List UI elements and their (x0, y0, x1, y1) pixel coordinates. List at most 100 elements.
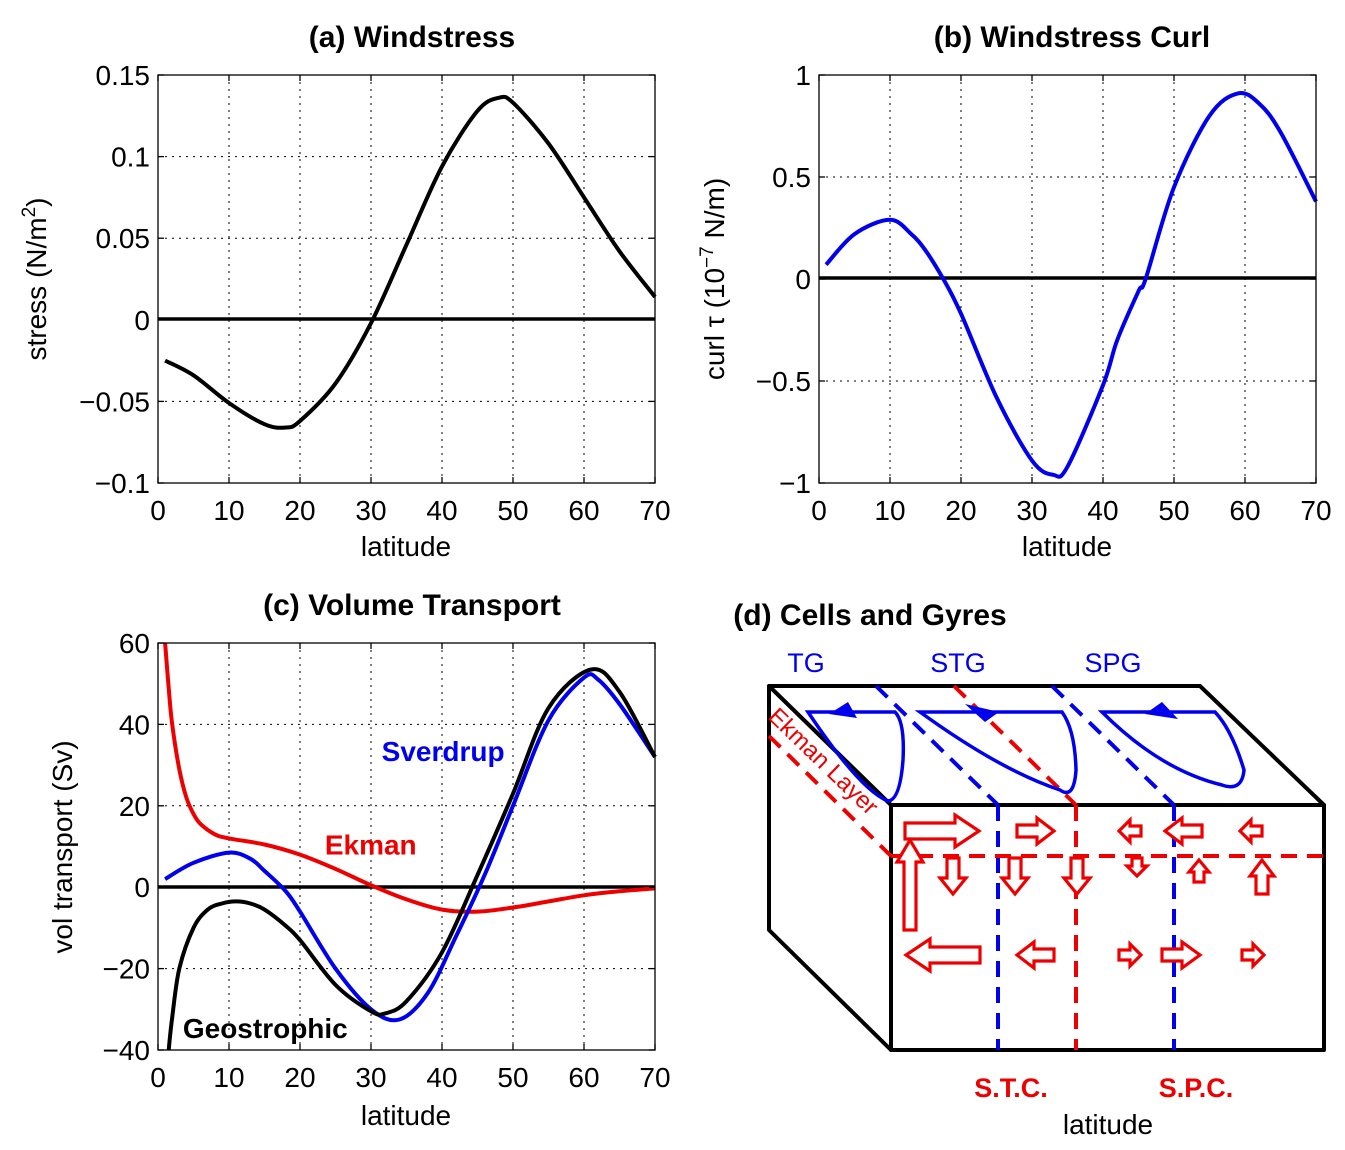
panel-c-volume-transport: (c) Volume Transport 0 10 20 30 40 50 60 70 −40… (47, 589, 671, 1131)
panel-a-y-tick-label: 0.1 (111, 142, 150, 173)
panel-c-x-tick-label: 60 (568, 1062, 599, 1093)
panel-b-series (824, 90, 1318, 479)
panel-c-y-label: vol transport (Sv) (47, 740, 78, 953)
arrow-right (1160, 938, 1203, 972)
gyre-arrowhead (1145, 702, 1178, 719)
gyre-label-tg: TG (787, 648, 825, 678)
panel-c-series-ekman (163, 642, 656, 914)
panel-a-x-tick-label: 40 (426, 495, 457, 526)
gyre-loop-spg (1097, 710, 1246, 789)
panel-c-annotation-geostrophic: Geostrophic (183, 1013, 348, 1044)
panel-b-y-label-main: curl τ (10 (699, 268, 730, 380)
panel-a-windstress: (a) Windstress 0 10 20 30 40 50 60 70 −0.1−0.05… (19, 21, 671, 562)
arrow-down (1123, 856, 1151, 879)
panel-a-series (164, 94, 657, 430)
panel-c-series (163, 642, 657, 1051)
gyre-loop-tg (804, 710, 906, 803)
gyre-boundary-line (1050, 684, 1176, 807)
panel-c-frame (157, 642, 656, 1051)
panel-a-x-tick-label: 60 (568, 495, 599, 526)
ocean-box (767, 684, 1326, 1052)
gyre-label-stg: STG (930, 648, 986, 678)
panel-c-annotation-ekman: Ekman (325, 830, 417, 861)
arrow-left (1162, 814, 1204, 848)
panel-b-x-tick-label: 60 (1229, 495, 1260, 526)
panel-c-y-tick-label: −20 (103, 954, 151, 985)
cell-arrows (894, 812, 1278, 974)
panel-b-y-tick-label: 0.5 (772, 162, 811, 193)
arrow-up (1185, 857, 1213, 884)
panel-c-x-tick-label: 0 (150, 1062, 166, 1093)
panel-a-frame (157, 74, 656, 484)
panel-c-x-tick-label: 40 (426, 1062, 457, 1093)
panel-b-y-label-end: N/m) (699, 178, 730, 246)
panel-a-y-tick-label: −0.05 (79, 386, 150, 417)
ekman-layer-label: Ekman Layer (763, 703, 883, 821)
panel-c-x-label: latitude (361, 1100, 451, 1131)
panel-a-x-tick-label: 10 (213, 495, 244, 526)
panel-b-y-tick-label: −0.5 (756, 366, 811, 397)
arrow-up (894, 836, 926, 932)
panel-c-y-tick-label: 0 (134, 872, 150, 903)
panel-b-x-ticks: 0 10 20 30 40 50 60 70 (811, 75, 1332, 526)
arrow-right (1240, 940, 1267, 970)
panel-a-y-label-sup: 2 (19, 207, 40, 218)
gyre-arrowheads (829, 702, 1178, 722)
panel-c-series-sverdrup (164, 672, 657, 1023)
panel-a-x-tick-label: 30 (355, 495, 386, 526)
panel-b-x-tick-label: 20 (945, 495, 976, 526)
panel-a-grid (158, 75, 655, 483)
panel-d-cells-and-gyres: (d) Cells and Gyres TG STG SPG (733, 599, 1326, 1140)
panel-a-y-tick-label: 0.05 (96, 223, 151, 254)
panel-b-x-tick-label: 40 (1087, 495, 1118, 526)
arrow-down (998, 856, 1032, 897)
box-front-face (889, 803, 1326, 1052)
gyre-boundary-line (874, 684, 1000, 807)
panel-b-x-tick-label: 0 (811, 495, 827, 526)
panel-c-y-tick-label: −40 (103, 1035, 151, 1066)
arrow-down (1060, 856, 1094, 897)
panel-b-series-line (824, 90, 1318, 479)
arrow-up (1246, 857, 1278, 896)
panel-c-x-tick-label: 20 (284, 1062, 315, 1093)
panel-b-y-tick-label: 0 (795, 264, 811, 295)
panel-b-x-label: latitude (1022, 531, 1112, 562)
panel-c-title: (c) Volume Transport (263, 589, 561, 622)
panel-b-y-tick-label: 1 (795, 60, 811, 91)
panel-a-x-tick-label: 70 (639, 495, 670, 526)
panel-a-y-tick-label: −0.1 (95, 468, 150, 499)
panel-c-x-tick-label: 10 (213, 1062, 244, 1093)
panel-b-title: (b) Windstress Curl (934, 21, 1210, 54)
panel-c-y-tick-label: 60 (119, 628, 150, 659)
panel-b-x-tick-label: 30 (1016, 495, 1047, 526)
ekman-layer-side-line (767, 734, 893, 858)
arrow-right (903, 812, 982, 850)
panel-b-y-label-sup: −7 (697, 246, 718, 268)
panel-d-x-label: latitude (1063, 1109, 1153, 1140)
panel-b-x-tick-label: 70 (1300, 495, 1331, 526)
panel-b-windstress-curl: (b) Windstress Curl 0 10 20 30 40 50 60 70 −1−0… (697, 21, 1332, 562)
panel-a-y-tick-label: 0 (134, 305, 150, 336)
panel-c-annotation-sverdrup: Sverdrup (382, 736, 505, 767)
gyre-boundaries (874, 684, 1176, 1050)
gyre-loop-stg (914, 710, 1078, 795)
arrow-right (1015, 814, 1057, 848)
panel-d-title: (d) Cells and Gyres (733, 599, 1006, 632)
panel-c-y-tick-label: 20 (119, 791, 150, 822)
panel-b-x-tick-label: 50 (1158, 495, 1189, 526)
panel-a-title: (a) Windstress (309, 21, 515, 54)
panel-a-x-ticks: 0 10 20 30 40 50 60 70 (150, 75, 671, 526)
panel-c-series-geostrophic (166, 667, 657, 1051)
panel-a-series-line (164, 94, 657, 430)
panel-a-x-tick-label: 50 (497, 495, 528, 526)
gyre-label-spg: SPG (1084, 648, 1141, 678)
arrow-down (936, 856, 970, 897)
panel-a-x-tick-label: 0 (150, 495, 166, 526)
cell-label-spc: S.P.C. (1159, 1073, 1234, 1103)
panel-b-x-tick-label: 10 (874, 495, 905, 526)
arrow-left (1116, 816, 1143, 846)
panel-a-y-label-end: ) (21, 197, 52, 206)
gyre-arrowhead (965, 704, 999, 722)
panel-c-x-tick-label: 30 (355, 1062, 386, 1093)
